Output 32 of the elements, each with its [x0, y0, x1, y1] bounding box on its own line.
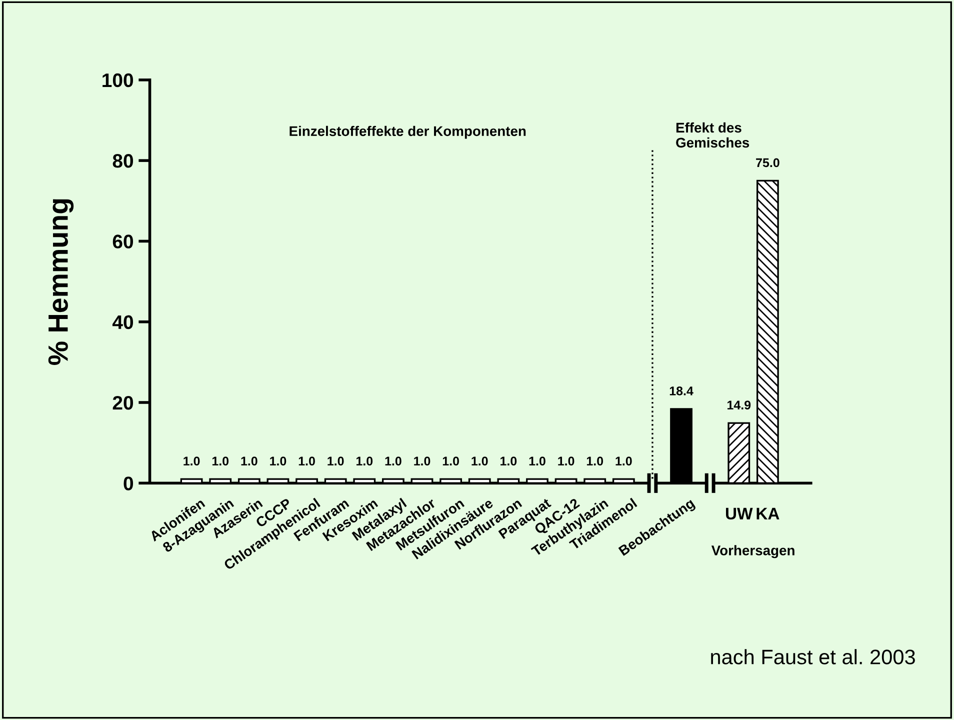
annotation: Einzelstoffeffekte der Komponenten: [290, 126, 526, 139]
y-tick-label: 40: [112, 315, 134, 330]
y-tick-label: 20: [112, 396, 134, 410]
data-label: 14.9: [728, 400, 751, 410]
y-tick-label: 0: [124, 476, 134, 490]
y-tick-label: 100: [102, 73, 134, 88]
data-label: 1.0: [385, 456, 402, 466]
data-label: 1.0: [558, 456, 574, 466]
x-tick-label: KA: [756, 508, 780, 520]
data-label: 1.0: [414, 456, 430, 466]
data-label: 1.0: [270, 456, 286, 466]
y-axis-title: % Hemmung: [48, 199, 74, 365]
text: Vorhersagen: [711, 545, 794, 558]
data-label: 1.0: [529, 456, 546, 466]
data-label: 75.0: [756, 158, 780, 168]
data-label: 1.0: [586, 456, 604, 466]
text: nach Faust et al. 2003: [711, 649, 915, 664]
data-label: 1.0: [472, 456, 488, 466]
data-label: 1.0: [241, 456, 258, 466]
annotation: Effekt des Gemisches: [676, 122, 750, 148]
data-label: 1.0: [356, 456, 373, 466]
data-label: 1.0: [184, 456, 200, 466]
y-tick-label: 80: [112, 154, 134, 168]
data-label: 18.4: [670, 386, 694, 396]
x-tick-label: UW: [726, 508, 753, 520]
data-label: 1.0: [298, 456, 315, 466]
y-tick-label: 60: [112, 234, 134, 248]
data-label: 1.0: [616, 456, 632, 466]
data-label: 1.0: [442, 456, 459, 466]
data-label: 1.0: [212, 456, 229, 466]
data-label: 1.0: [328, 456, 344, 466]
data-label: 1.0: [500, 456, 517, 466]
